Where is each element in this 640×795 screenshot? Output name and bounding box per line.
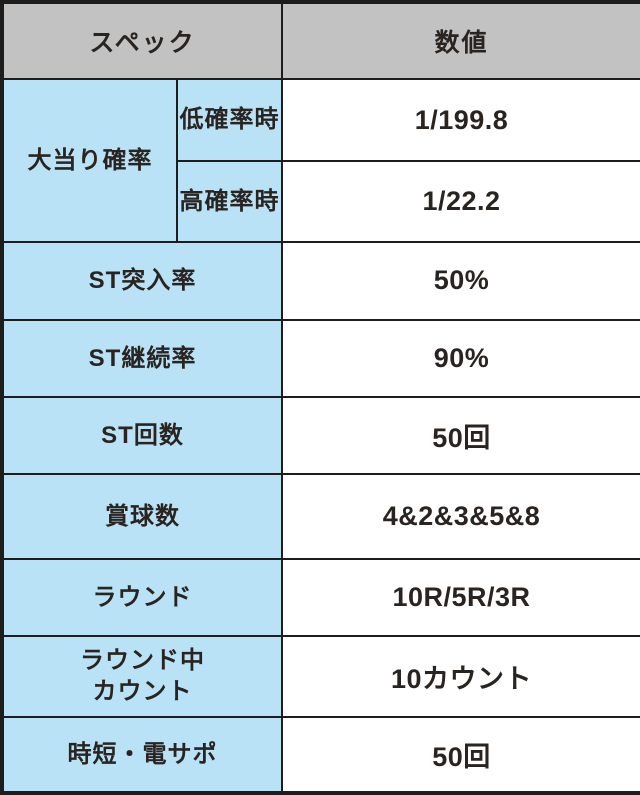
table-row: 時短・電サポ 50回 (0, 715, 640, 795)
value-high-probability: 1/22.2 (281, 159, 640, 244)
row-label-st-entry-rate: ST突入率 (0, 241, 284, 321)
row-label-st-continuation-rate: ST継続率 (0, 318, 284, 398)
row-label-hit-probability: 大当り確率 (1, 78, 178, 244)
value-prize-balls: 4&2&3&5&8 (281, 473, 640, 560)
table-row: 賞球数 4&2&3&5&8 (0, 473, 640, 560)
table-row: ST突入率 50% (0, 241, 640, 321)
sub-label-low-probability: 低確率時 (175, 78, 284, 162)
value-round-count: 10カウント (281, 635, 640, 718)
table-row: 大当り確率 低確率時 1/199.8 (1, 78, 640, 244)
header-value: 数値 (281, 0, 640, 81)
value-jitan-support: 50回 (281, 715, 640, 795)
table-row: ST継続率 90% (0, 318, 640, 398)
value-st-entry-rate: 50% (281, 241, 640, 321)
table-row: 高確率時 1/22.2 (2, 159, 640, 244)
header-spec: スペック (0, 0, 284, 81)
value-st-count: 50回 (281, 395, 640, 476)
row-label-rounds: ラウンド (0, 557, 284, 638)
row-label-prize-balls: 賞球数 (0, 473, 284, 560)
header-row: スペック 数値 (0, 0, 640, 81)
row-label-jitan-support: 時短・電サポ (0, 715, 284, 795)
table-row: ST回数 50回 (0, 395, 640, 476)
value-low-probability: 1/199.8 (281, 78, 640, 162)
table-row: ラウンド中 カウント 10カウント (0, 635, 640, 718)
table-row: ラウンド 10R/5R/3R (0, 557, 640, 638)
sub-label-high-probability: 高確率時 (175, 159, 284, 244)
value-rounds: 10R/5R/3R (281, 557, 640, 638)
row-label-round-count: ラウンド中 カウント (0, 635, 284, 718)
value-st-continuation-rate: 90% (281, 318, 640, 398)
row-label-st-count: ST回数 (0, 395, 284, 476)
